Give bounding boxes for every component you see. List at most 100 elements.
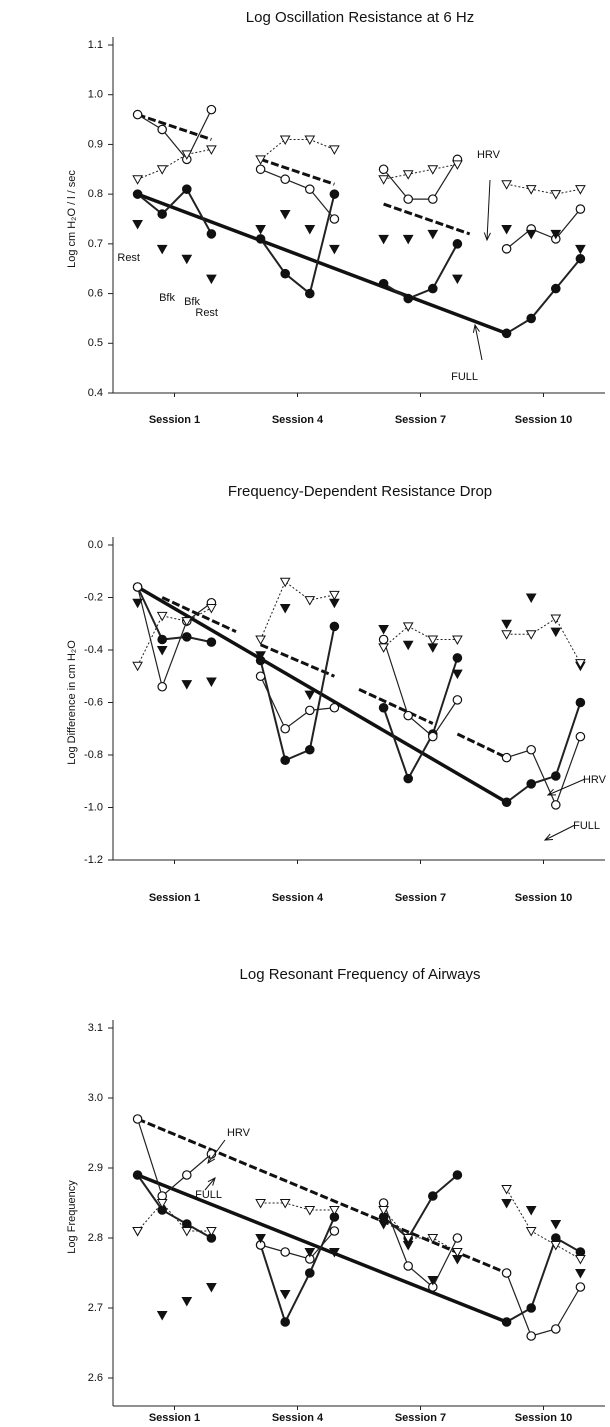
marker: [329, 1226, 340, 1236]
marker: [525, 593, 537, 604]
marker: [575, 1255, 586, 1265]
series-line: [506, 1188, 581, 1260]
marker: [206, 145, 217, 155]
marker: [304, 1248, 316, 1258]
arrow: [486, 179, 491, 241]
marker: [304, 135, 316, 145]
marker: [255, 164, 266, 175]
series-line: [506, 1236, 581, 1323]
marker: [181, 680, 193, 690]
marker: [452, 160, 463, 170]
series-line: [260, 138, 335, 160]
marker: [378, 278, 389, 289]
y-tick-label: 0.5: [88, 337, 103, 349]
x-tick-label: Session 1: [149, 414, 200, 426]
marker: [181, 1227, 193, 1237]
y-tick-label: 0.7: [88, 238, 103, 250]
annotation: Bfk: [184, 296, 200, 308]
marker: [157, 634, 167, 645]
series-line: [136, 1174, 212, 1239]
marker: [575, 697, 586, 708]
marker: [403, 773, 413, 784]
marker: [452, 695, 463, 705]
marker: [550, 283, 561, 294]
marker: [501, 244, 512, 254]
marker: [255, 234, 266, 244]
marker: [132, 219, 143, 230]
marker: [329, 244, 340, 255]
marker: [501, 1268, 512, 1278]
marker: [255, 635, 266, 646]
y-tick-label: 0.8: [88, 188, 103, 200]
arrow-head: [483, 232, 491, 242]
arrow: [547, 778, 586, 796]
marker: [575, 1247, 586, 1257]
trend-line: [136, 1173, 508, 1324]
marker: [304, 1206, 316, 1216]
x-tick-label: Session 1: [149, 892, 200, 904]
marker: [452, 1248, 463, 1258]
marker: [526, 779, 536, 789]
series-line: [506, 736, 581, 807]
marker: [132, 109, 143, 120]
marker: [280, 755, 290, 766]
series-line: [383, 1209, 458, 1253]
marker: [402, 640, 414, 651]
marker: [403, 293, 413, 304]
marker: [206, 104, 217, 115]
marker: [501, 797, 512, 808]
arrow-head: [207, 1155, 216, 1165]
marker: [427, 1276, 439, 1286]
arrow-head: [472, 323, 480, 333]
marker: [156, 1311, 168, 1321]
y-tick-label: -0.6: [84, 696, 103, 708]
marker: [550, 771, 561, 781]
arrow-head: [543, 833, 554, 841]
y-tick-label: 2.8: [88, 1232, 103, 1244]
marker: [378, 625, 389, 635]
marker: [427, 283, 438, 294]
annotation: FULL: [451, 371, 478, 383]
y-axis-label: Log cm H₂O / l / sec: [66, 170, 78, 268]
marker: [304, 690, 316, 701]
marker: [279, 135, 291, 145]
marker: [378, 164, 389, 175]
marker: [181, 150, 193, 160]
trend-line: [136, 192, 508, 335]
marker: [402, 1234, 414, 1244]
marker: [157, 681, 167, 692]
marker: [525, 229, 537, 240]
marker: [550, 1241, 562, 1251]
chart-title: Frequency-Dependent Resistance Drop: [228, 483, 492, 500]
marker: [452, 669, 463, 680]
marker: [501, 752, 512, 763]
marker: [157, 124, 167, 135]
marker: [526, 1303, 536, 1313]
marker: [206, 604, 217, 614]
marker: [280, 268, 290, 279]
y-tick-label: 0.9: [88, 138, 103, 150]
y-tick-label: 1.0: [88, 89, 103, 101]
annotation: FULL: [573, 820, 600, 832]
marker: [304, 288, 315, 299]
marker: [132, 1114, 143, 1124]
marker: [575, 731, 586, 742]
x-tick-label: Session 4: [272, 414, 324, 426]
marker: [427, 1234, 439, 1244]
marker: [329, 189, 340, 199]
marker: [575, 659, 586, 669]
marker: [206, 274, 217, 285]
y-axis-label: Log Difference in cm H₂O: [66, 640, 78, 765]
marker: [452, 1170, 463, 1180]
marker: [378, 1220, 389, 1230]
marker: [378, 702, 389, 713]
marker: [132, 598, 143, 609]
marker: [575, 253, 586, 264]
marker: [255, 155, 266, 165]
marker: [452, 1233, 463, 1243]
marker: [304, 1268, 315, 1278]
y-tick-label: -1.0: [84, 801, 103, 813]
marker: [132, 661, 143, 672]
marker: [304, 705, 315, 716]
